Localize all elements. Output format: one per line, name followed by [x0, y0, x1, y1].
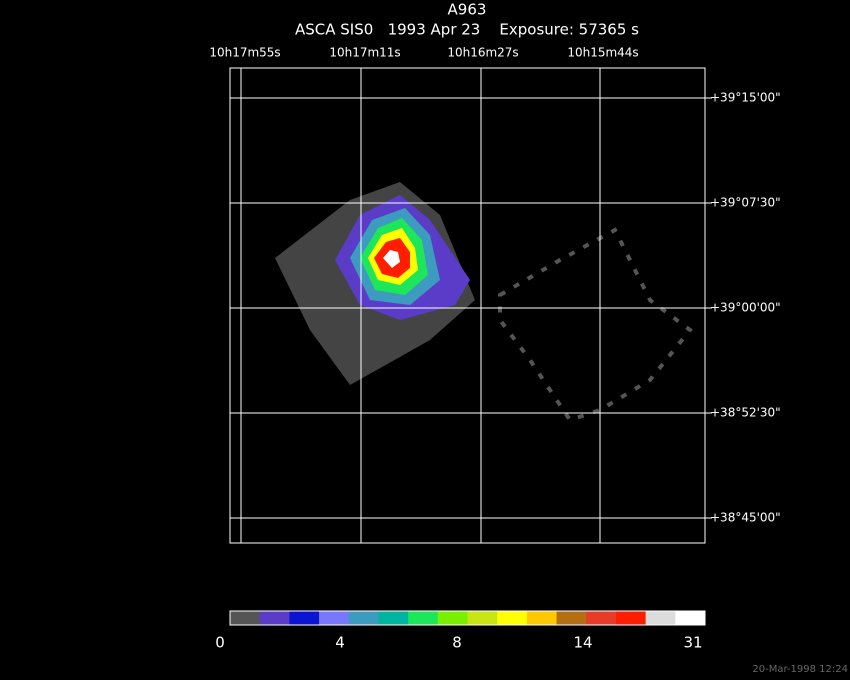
colorbar-swatch	[348, 611, 379, 625]
source-image	[275, 182, 693, 423]
colorbar-swatch	[645, 611, 676, 625]
colorbar-swatch	[230, 611, 261, 625]
colorbar-label: 0	[215, 634, 225, 652]
dec-label: +39°15'00"	[710, 91, 781, 105]
colorbar-swatch	[467, 611, 498, 625]
dec-grid: +39°15'00" +39°07'30" +39°00'00" +38°52'…	[230, 91, 781, 525]
colorbar-swatch	[259, 611, 290, 625]
frame	[229, 67, 706, 544]
subtitle: ASCA SIS0 1993 Apr 23 Exposure: 57365 s	[295, 21, 639, 39]
colorbar-label: 8	[452, 634, 462, 652]
title: A963	[448, 1, 487, 19]
dec-label: +39°00'00"	[710, 301, 781, 315]
ra-label: 10h15m44s	[567, 46, 638, 60]
dec-label: +38°45'00"	[710, 511, 781, 525]
colorbar-label: 14	[573, 634, 592, 652]
ra-label: 10h16m27s	[447, 46, 518, 60]
ra-label: 10h17m55s	[209, 46, 280, 60]
colorbar-swatch	[615, 611, 647, 625]
colorbar-swatch	[526, 611, 558, 625]
colorbar-swatch	[289, 611, 320, 625]
colorbar-swatch	[675, 611, 706, 625]
colorbar-label: 31	[683, 634, 702, 652]
dec-label: +39°07'30"	[710, 196, 781, 210]
colorbar-swatch	[556, 611, 587, 625]
colorbar-swatch	[378, 611, 409, 625]
colorbar-swatch	[319, 611, 350, 625]
ra-label: 10h17m11s	[329, 46, 400, 60]
colorbar-swatch	[586, 611, 617, 625]
dec-label: +38°52'30"	[710, 406, 781, 420]
colorbar-swatch	[408, 611, 439, 625]
colorbar-label: 4	[335, 634, 345, 652]
colorbar-swatch	[437, 611, 468, 625]
colorbar	[230, 611, 706, 625]
ra-grid: 10h17m55s 10h17m11s 10h16m27s 10h15m44s	[209, 46, 639, 543]
timestamp: 20-Mar-1998 12:24	[752, 664, 848, 675]
colorbar-frame	[229, 610, 706, 626]
colorbar-swatch	[497, 611, 528, 625]
